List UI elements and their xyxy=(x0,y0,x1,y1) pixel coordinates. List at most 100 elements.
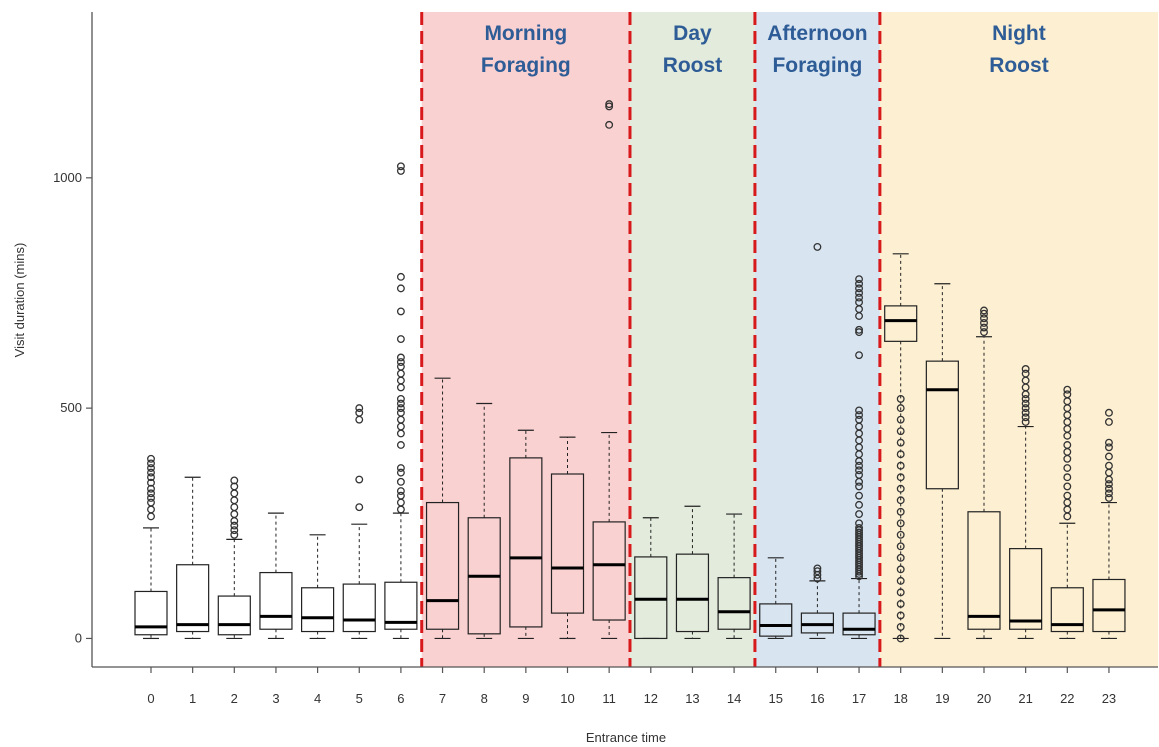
outlier-17-40 xyxy=(855,351,863,360)
box-group-20 xyxy=(967,306,1001,640)
outlier-18-16 xyxy=(896,450,905,459)
outlier-18-2 xyxy=(896,611,905,620)
outlier-17-19 xyxy=(855,528,863,537)
x-tick-label-18: 18 xyxy=(893,691,907,706)
outlier-5-0 xyxy=(355,503,364,512)
outlier-0-7 xyxy=(147,473,155,482)
outlier-20-0 xyxy=(980,328,988,337)
box-15 xyxy=(759,603,793,637)
outlier-17-50 xyxy=(855,275,863,284)
box-group-13 xyxy=(675,505,710,640)
outlier-17-30 xyxy=(855,461,863,470)
outlier-17-21 xyxy=(855,523,863,532)
x-tick-label-10: 10 xyxy=(560,691,574,706)
x-tick-label-19: 19 xyxy=(935,691,949,706)
x-tick-label-15: 15 xyxy=(769,691,783,706)
outlier-22-17 xyxy=(1063,385,1072,394)
x-axis-label: Entrance time xyxy=(586,730,666,745)
x-tick-label-23: 23 xyxy=(1102,691,1116,706)
outlier-18-17 xyxy=(896,438,905,447)
outlier-21-4 xyxy=(1021,399,1030,408)
outlier-21-5 xyxy=(1021,394,1030,403)
outlier-17-49 xyxy=(855,279,863,288)
period-label-2-line-0: Afternoon xyxy=(767,22,867,45)
box-group-9 xyxy=(509,429,543,640)
box-group-3 xyxy=(259,512,293,640)
outlier-21-0 xyxy=(1021,418,1030,426)
outlier-6-13 xyxy=(396,399,405,408)
period-label-3-line-1: Roost xyxy=(989,54,1049,77)
outlier-0-2 xyxy=(147,498,155,507)
outlier-17-41 xyxy=(855,328,863,337)
outlier-17-47 xyxy=(855,289,863,297)
period-bands xyxy=(421,12,1158,667)
x-tick-label-12: 12 xyxy=(644,691,658,706)
box-4 xyxy=(301,587,335,633)
outlier-18-21 xyxy=(896,394,905,403)
outlier-20-2 xyxy=(980,318,988,327)
outlier-6-24 xyxy=(396,272,405,281)
box-23 xyxy=(1092,578,1126,633)
outlier-5-1 xyxy=(355,475,364,484)
outlier-17-26 xyxy=(855,482,863,491)
outlier-18-8 xyxy=(896,542,905,551)
outlier-18-3 xyxy=(896,599,905,608)
box-group-10 xyxy=(550,436,585,640)
outlier-22-4 xyxy=(1063,482,1072,491)
outlier-21-9 xyxy=(1021,369,1030,378)
outlier-21-10 xyxy=(1021,365,1030,373)
outlier-6-1 xyxy=(396,498,405,507)
outlier-0-10 xyxy=(147,459,155,468)
outlier-16-3 xyxy=(813,564,822,573)
outlier-23-9 xyxy=(1104,438,1113,447)
y-tick-label-1000: 1000 xyxy=(53,170,82,185)
outlier-6-25 xyxy=(396,166,405,175)
box-6 xyxy=(384,581,418,630)
box-group-22 xyxy=(1050,385,1084,640)
outlier-0-8 xyxy=(147,468,155,477)
outlier-21-3 xyxy=(1021,404,1030,413)
outlier-18-19 xyxy=(896,415,905,424)
outlier-18-18 xyxy=(896,427,905,436)
outlier-22-16 xyxy=(1063,390,1072,399)
box-group-0 xyxy=(134,454,168,640)
outlier-23-11 xyxy=(1104,408,1113,417)
outlier-6-9 xyxy=(396,422,405,431)
outlier-6-7 xyxy=(396,441,405,449)
outlier-2-9 xyxy=(230,476,239,485)
x-tick-label-21: 21 xyxy=(1018,691,1032,706)
outlier-20-4 xyxy=(980,309,988,318)
outlier-18-10 xyxy=(896,519,905,528)
x-tick-label-3: 3 xyxy=(272,691,279,706)
box-21 xyxy=(1009,548,1043,630)
axes-layer xyxy=(91,12,1158,668)
outlier-18-15 xyxy=(896,461,905,470)
outlier-2-6 xyxy=(230,496,239,505)
outlier-17-22 xyxy=(855,519,863,528)
period-band-0 xyxy=(421,12,630,667)
x-tick-label-6: 6 xyxy=(397,691,404,706)
x-tick-label-0: 0 xyxy=(147,691,154,706)
outlier-18-14 xyxy=(896,473,905,482)
outlier-2-2 xyxy=(230,521,239,530)
outlier-16-4 xyxy=(813,242,822,251)
outlier-2-4 xyxy=(230,510,239,519)
y-tick-label-0: 0 xyxy=(75,630,82,645)
outlier-22-3 xyxy=(1063,491,1072,500)
outlier-6-3 xyxy=(396,487,405,495)
outlier-6-20 xyxy=(396,353,405,362)
outlier-23-8 xyxy=(1104,443,1113,452)
outlier-18-7 xyxy=(896,553,905,562)
outlier-6-17 xyxy=(396,369,405,378)
outlier-6-26 xyxy=(396,162,405,171)
outlier-6-12 xyxy=(396,404,405,413)
outlier-2-5 xyxy=(230,503,239,512)
outlier-6-16 xyxy=(396,376,405,385)
x-tick-label-2: 2 xyxy=(231,691,238,706)
outlier-18-20 xyxy=(896,404,905,413)
x-tick-label-14: 14 xyxy=(727,691,741,706)
outlier-6-19 xyxy=(396,358,405,367)
outlier-5-4 xyxy=(355,404,364,413)
box-group-11 xyxy=(592,100,626,640)
